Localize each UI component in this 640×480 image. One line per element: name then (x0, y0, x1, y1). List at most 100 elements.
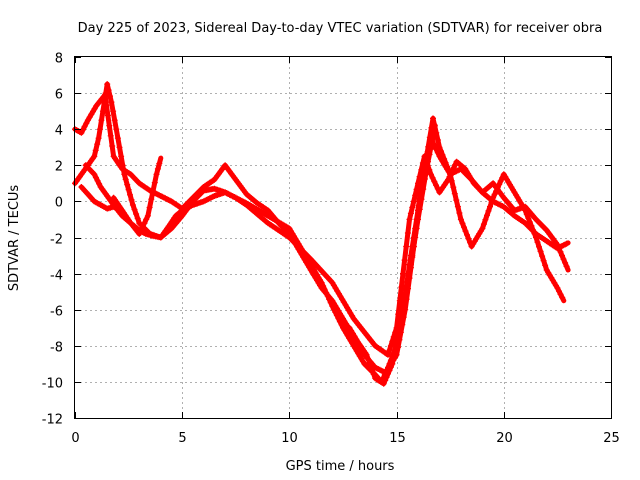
data-point (421, 153, 428, 160)
data-point (92, 147, 99, 154)
data-point (406, 270, 413, 277)
data-point (399, 308, 406, 315)
data-point (430, 115, 436, 122)
data-point (426, 151, 433, 158)
data-point (556, 288, 562, 295)
data-point (462, 228, 469, 235)
data-point (410, 243, 417, 250)
data-point (430, 129, 437, 136)
x-axis-label: GPS time / hours (286, 459, 395, 474)
data-point (431, 178, 438, 185)
data-point (529, 226, 536, 233)
data-point (487, 203, 493, 210)
data-point (407, 261, 414, 268)
data-point (416, 206, 423, 213)
data-point (413, 186, 420, 193)
data-point (433, 182, 439, 189)
data-point (537, 248, 544, 255)
data-point (454, 203, 461, 210)
x-tick-label: 25 (603, 431, 620, 446)
data-point (78, 129, 85, 136)
data-point (499, 174, 506, 181)
data-point (436, 144, 443, 151)
data-point (394, 333, 401, 340)
data-point (542, 262, 549, 269)
data-point (365, 355, 371, 362)
data-point (400, 300, 407, 307)
data-point (479, 225, 486, 232)
data-point (146, 204, 153, 211)
data-point (398, 284, 405, 291)
data-point (114, 135, 121, 142)
data-point (154, 165, 161, 172)
data-point (554, 241, 561, 248)
data-point (156, 160, 163, 167)
y-tick-label: 4 (55, 124, 63, 139)
data-point (528, 222, 535, 229)
data-point (118, 153, 125, 160)
y-tick-label: 8 (55, 52, 63, 67)
data-point (389, 360, 396, 367)
data-point (369, 367, 376, 374)
data-point (415, 216, 421, 223)
data-point (150, 187, 156, 194)
data-point (98, 117, 105, 124)
data-point (418, 166, 425, 173)
data-point (406, 216, 413, 223)
data-point (409, 204, 416, 211)
y-tick-label: -8 (50, 341, 63, 356)
data-point (555, 245, 562, 252)
y-axis-label: SDTVAR / TECUs (7, 185, 22, 292)
data-point (536, 243, 542, 250)
data-point (106, 122, 113, 129)
data-point (108, 99, 115, 106)
data-point (385, 351, 391, 358)
data-point (526, 219, 533, 225)
data-point (442, 159, 449, 166)
data-point (134, 215, 141, 222)
data-point (413, 225, 420, 232)
data-point (102, 91, 108, 98)
plot-frame (74, 56, 612, 419)
y-tick-label: -12 (42, 413, 63, 428)
data-point (143, 216, 150, 223)
x-tick-label: 20 (496, 431, 513, 446)
data-point (427, 171, 434, 178)
data-point (429, 137, 436, 143)
series-track-6 (346, 123, 438, 387)
data-point (456, 210, 463, 216)
data-point (380, 380, 387, 387)
y-tick-label: -2 (50, 233, 63, 248)
data-point (131, 206, 138, 213)
data-point (438, 148, 444, 155)
data-point (423, 165, 430, 172)
data-point (141, 220, 148, 227)
series-layer (72, 81, 571, 387)
y-tick-label: -4 (50, 269, 63, 284)
data-point (554, 285, 561, 291)
data-point (81, 123, 88, 130)
data-point (557, 248, 564, 255)
data-point (441, 155, 448, 162)
data-point (403, 285, 410, 292)
data-point (83, 120, 90, 127)
data-point (434, 185, 441, 192)
y-tick-label: 6 (55, 88, 63, 103)
data-point (366, 359, 373, 366)
data-point (386, 347, 393, 354)
x-tick-label: 15 (389, 431, 406, 446)
data-point (125, 186, 132, 193)
data-point (104, 112, 111, 119)
data-point (133, 211, 140, 217)
data-point (459, 220, 466, 227)
data-point (415, 180, 421, 187)
data-point (416, 173, 423, 180)
data-point (391, 351, 397, 358)
data-point (425, 158, 431, 165)
y-tick-label: -6 (50, 305, 63, 320)
data-point (129, 202, 136, 208)
data-point (559, 294, 566, 301)
chart-title: Day 225 of 2023, Sidereal Day-to-day VTE… (78, 21, 603, 36)
data-point (400, 270, 406, 277)
